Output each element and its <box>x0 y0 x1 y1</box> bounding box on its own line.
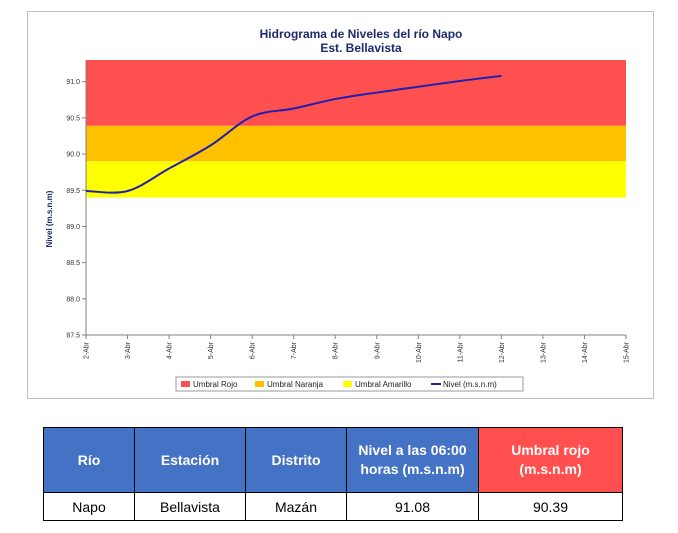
plot-area: 87.5 88.0 88.5 89.0 89.5 90.0 90.5 91.0 2-Abr 3-A… <box>66 60 631 363</box>
y-tick-label: 90.0 <box>66 152 80 159</box>
cell-distrito: Mazán <box>245 492 347 521</box>
cell-umbral-rojo: 90.39 <box>478 492 623 521</box>
band-umbral-naranja <box>86 125 626 162</box>
cell-rio: Napo <box>43 492 135 521</box>
x-tick-label: 12-Abr <box>499 341 506 363</box>
cell-estacion: Bellavista <box>134 492 246 521</box>
x-tick-label: 15-Abr <box>624 341 631 363</box>
header-umbral-rojo: Umbral rojo (m.s.n.m) <box>478 427 623 493</box>
y-tick-label: 91.0 <box>66 79 80 86</box>
band-umbral-rojo <box>86 60 626 126</box>
x-tick-label: 11-Abr <box>457 341 464 362</box>
x-tick-label: 2-Abr <box>84 341 91 359</box>
legend-label: Umbral Rojo <box>193 380 238 389</box>
chart-frame: Hidrograma de Niveles del río Napo Est. … <box>27 11 654 399</box>
y-axis-label: Nivel (m.s.n.m) <box>45 190 54 247</box>
cell-nivel: 91.08 <box>346 492 479 521</box>
station-table: Río Estación Distrito Nivel a las 06:00 … <box>43 427 623 521</box>
legend-swatch <box>343 381 352 387</box>
x-tick-label: 6-Abr <box>250 341 257 359</box>
y-tick-label: 87.5 <box>66 333 80 340</box>
table-header-row: Río Estación Distrito Nivel a las 06:00 … <box>43 427 623 493</box>
series-line-nivel <box>85 74 502 194</box>
legend-label: Nivel (m.s.n.m) <box>443 380 497 389</box>
header-estacion: Estación <box>134 427 246 493</box>
x-tick-label: 3-Abr <box>125 341 132 359</box>
y-tick-label: 88.0 <box>66 296 80 303</box>
x-tick-label: 4-Abr <box>167 341 174 359</box>
header-distrito: Distrito <box>245 427 347 493</box>
chart-title: Hidrograma de Niveles del río Napo <box>260 27 463 41</box>
x-tick-label: 5-Abr <box>208 341 215 359</box>
y-tick-label: 88.5 <box>66 260 80 267</box>
chart-subtitle: Est. Bellavista <box>320 41 402 55</box>
x-tick-label: 14-Abr <box>582 341 589 363</box>
y-tick-label: 89.5 <box>66 188 80 195</box>
header-nivel: Nivel a las 06:00 horas (m.s.n.m) <box>346 427 479 493</box>
x-tick-label: 8-Abr <box>333 341 340 359</box>
y-tick-label: 90.5 <box>66 115 80 122</box>
header-rio: Río <box>43 427 135 493</box>
x-tick-label: 10-Abr <box>416 341 423 363</box>
legend-label: Umbral Naranja <box>267 380 324 389</box>
x-tick-label: 7-Abr <box>291 341 298 359</box>
legend-label: Umbral Amarillo <box>355 380 412 389</box>
legend-swatch <box>181 381 190 387</box>
x-tick-label: 9-Abr <box>374 341 381 359</box>
x-tick-label: 13-Abr <box>540 341 547 363</box>
legend-swatch <box>255 381 264 387</box>
band-umbral-amarillo <box>86 161 626 198</box>
legend: Umbral Rojo Umbral Naranja Umbral Amarillo… <box>175 376 524 392</box>
y-tick-label: 89.0 <box>66 224 80 231</box>
table-row: Napo Bellavista Mazán 91.08 90.39 <box>43 492 623 521</box>
hydrograph-chart: Hidrograma de Niveles del río Napo Est. … <box>45 27 631 392</box>
